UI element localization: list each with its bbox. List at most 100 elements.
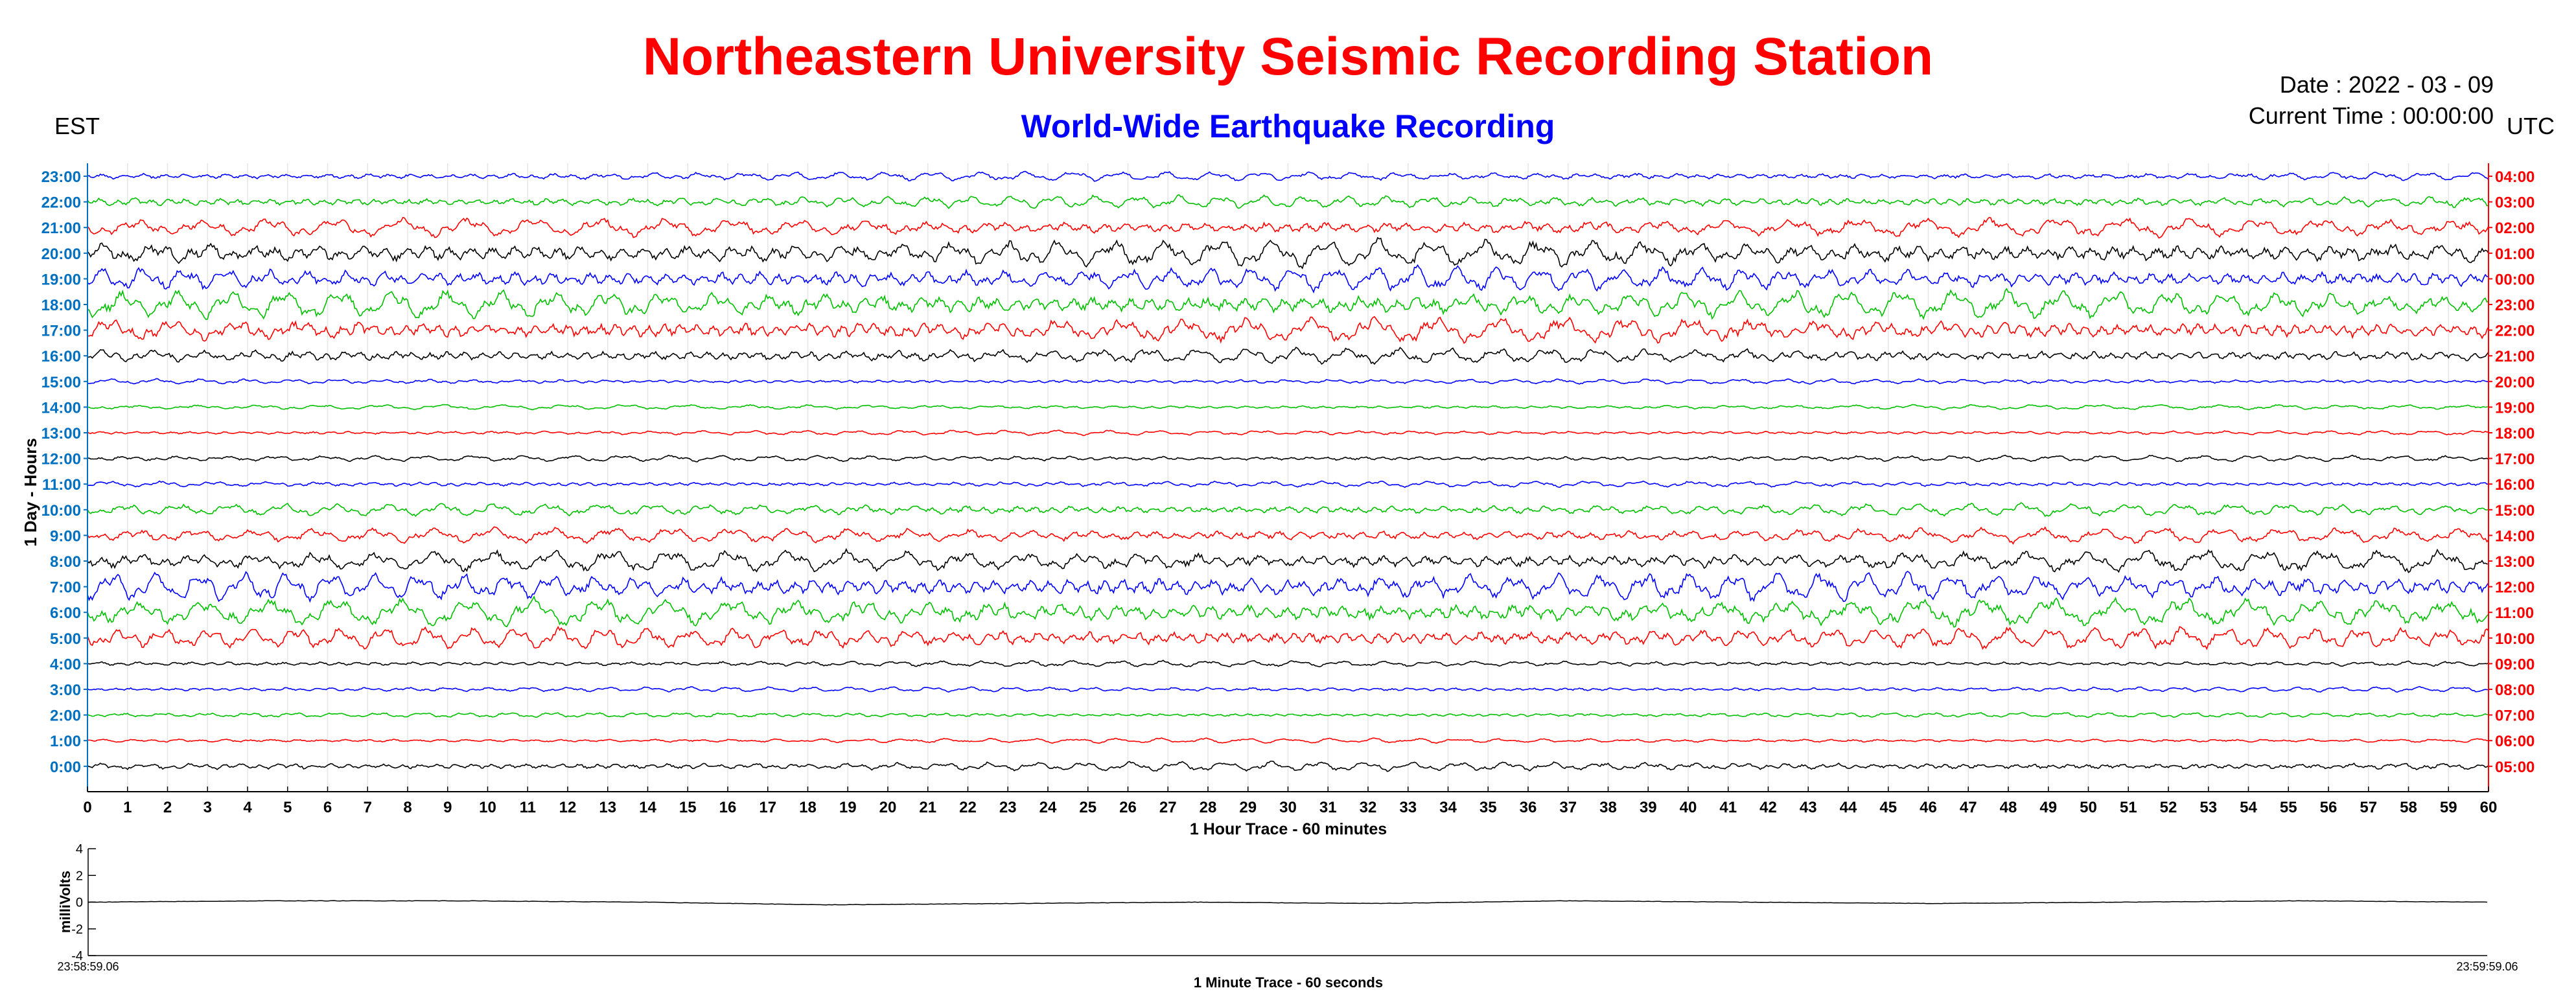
est-label-1400: 14:00 bbox=[41, 399, 81, 417]
x-tick-14: 14 bbox=[639, 799, 656, 816]
x-tick-6: 6 bbox=[323, 799, 332, 816]
x-tick-39: 39 bbox=[1640, 799, 1657, 816]
x-tick-50: 50 bbox=[2080, 799, 2097, 816]
trace-2200 bbox=[87, 194, 2489, 209]
utc-label-1000: 10:00 bbox=[2495, 630, 2535, 648]
hourly-traces bbox=[87, 170, 2489, 772]
x-tick-15: 15 bbox=[679, 799, 697, 816]
trace-1600 bbox=[87, 347, 2489, 365]
trace-2100 bbox=[87, 216, 2489, 239]
est-label-800: 8:00 bbox=[50, 553, 81, 571]
x-tick-47: 47 bbox=[1960, 799, 1977, 816]
utc-hour-labels: 04:00 03:00 02:00 01:00 00:00 23:00 22:00 21:00… bbox=[2489, 168, 2535, 776]
x-tick-8: 8 bbox=[403, 799, 412, 816]
utc-label-0000: 00:00 bbox=[2495, 271, 2535, 288]
est-label-400: 4:00 bbox=[50, 656, 81, 673]
x-tick-7: 7 bbox=[364, 799, 372, 816]
utc-label-0800: 08:00 bbox=[2495, 682, 2535, 699]
est-label-2000: 20:00 bbox=[41, 246, 81, 263]
x-tick-26: 26 bbox=[1119, 799, 1137, 816]
x-tick-44: 44 bbox=[1840, 799, 1857, 816]
x-tick-58: 58 bbox=[2400, 799, 2417, 816]
x-tick-49: 49 bbox=[2039, 799, 2057, 816]
x-tick-4: 4 bbox=[243, 799, 252, 816]
utc-label-1500: 15:00 bbox=[2495, 502, 2535, 520]
est-label-1700: 17:00 bbox=[41, 323, 81, 340]
est-label-1000: 10:00 bbox=[41, 502, 81, 520]
mini-y-tick-2: 2 bbox=[76, 869, 83, 883]
x-axis-title: 1 Hour Trace - 60 minutes bbox=[1190, 820, 1387, 838]
minute-trace bbox=[87, 900, 2488, 906]
trace-100 bbox=[87, 737, 2489, 744]
x-tick-3: 3 bbox=[203, 799, 212, 816]
trace-1300 bbox=[87, 430, 2489, 437]
x-tick-23: 23 bbox=[999, 799, 1017, 816]
x-tick-16: 16 bbox=[719, 799, 737, 816]
mini-y-tick--4: -4 bbox=[71, 949, 83, 963]
x-tick-60: 60 bbox=[2480, 799, 2498, 816]
utc-label-0700: 07:00 bbox=[2495, 707, 2535, 725]
trace-300 bbox=[87, 685, 2489, 693]
est-label-900: 9:00 bbox=[50, 527, 81, 545]
x-tick-22: 22 bbox=[959, 799, 977, 816]
est-label-1200: 12:00 bbox=[41, 451, 81, 468]
utc-label-1200: 12:00 bbox=[2495, 579, 2535, 597]
x-tick-28: 28 bbox=[1200, 799, 1217, 816]
x-tick-51: 51 bbox=[2120, 799, 2137, 816]
x-tick-41: 41 bbox=[1719, 799, 1737, 816]
mini-x-axis-title: 1 Minute Trace - 60 seconds bbox=[1194, 974, 1383, 991]
chart-gridlines bbox=[87, 163, 2489, 792]
trace-400 bbox=[87, 660, 2489, 667]
trace-700 bbox=[87, 571, 2489, 603]
trace-000 bbox=[87, 761, 2489, 772]
est-label-2100: 21:00 bbox=[41, 220, 81, 237]
trace-900 bbox=[87, 526, 2489, 545]
est-label-1600: 16:00 bbox=[41, 348, 81, 365]
mini-y-tick-4: 4 bbox=[76, 842, 83, 856]
x-tick-25: 25 bbox=[1079, 799, 1097, 816]
est-label-200: 2:00 bbox=[50, 707, 81, 725]
est-hour-labels: 23:00 22:00 21:00 20:00 19:00 18:00 17:00 16:00… bbox=[41, 168, 87, 776]
est-label-2300: 23:00 bbox=[41, 168, 81, 186]
x-tick-36: 36 bbox=[1520, 799, 1537, 816]
est-label-000: 0:00 bbox=[50, 759, 81, 776]
x-tick-42: 42 bbox=[1759, 799, 1777, 816]
utc-label-0500: 05:00 bbox=[2495, 759, 2535, 776]
utc-label-2300: 23:00 bbox=[2495, 297, 2535, 314]
x-tick-18: 18 bbox=[799, 799, 817, 816]
est-label-1500: 15:00 bbox=[41, 374, 81, 391]
est-timezone-label: EST bbox=[54, 113, 100, 139]
mini-y-tick-0: 0 bbox=[76, 896, 83, 910]
utc-label-0600: 06:00 bbox=[2495, 733, 2535, 750]
x-tick-24: 24 bbox=[1039, 799, 1057, 816]
trace-1200 bbox=[87, 454, 2489, 463]
utc-label-1700: 17:00 bbox=[2495, 451, 2535, 468]
utc-label-1800: 18:00 bbox=[2495, 425, 2535, 442]
x-tick-43: 43 bbox=[1800, 799, 1817, 816]
est-label-1100: 11:00 bbox=[42, 476, 81, 494]
minute-trace-panel: 4 2 0 -2 -4 bbox=[71, 842, 2488, 963]
x-tick-30: 30 bbox=[1279, 799, 1297, 816]
x-tick-45: 45 bbox=[1879, 799, 1897, 816]
x-tick-21: 21 bbox=[919, 799, 936, 816]
utc-label-2100: 21:00 bbox=[2495, 348, 2535, 365]
x-tick-37: 37 bbox=[1559, 799, 1577, 816]
x-tick-40: 40 bbox=[1680, 799, 1697, 816]
est-label-500: 5:00 bbox=[50, 630, 81, 648]
current-time-label: Current Time : 00:00:00 bbox=[2248, 102, 2494, 129]
trace-800 bbox=[87, 547, 2489, 573]
mini-y-axis-title: milliVolts bbox=[57, 871, 73, 933]
utc-label-1400: 14:00 bbox=[2495, 527, 2535, 545]
x-tick-57: 57 bbox=[2360, 799, 2377, 816]
trace-1500 bbox=[87, 378, 2489, 385]
x-tick-9: 9 bbox=[443, 799, 452, 816]
x-tick-34: 34 bbox=[1439, 799, 1457, 816]
x-tick-0: 0 bbox=[83, 799, 91, 816]
x-tick-1: 1 bbox=[123, 799, 132, 816]
x-tick-10: 10 bbox=[479, 799, 496, 816]
trace-1800 bbox=[87, 288, 2489, 321]
x-tick-12: 12 bbox=[559, 799, 577, 816]
trace-2300 bbox=[87, 170, 2489, 182]
utc-label-2000: 20:00 bbox=[2495, 374, 2535, 391]
